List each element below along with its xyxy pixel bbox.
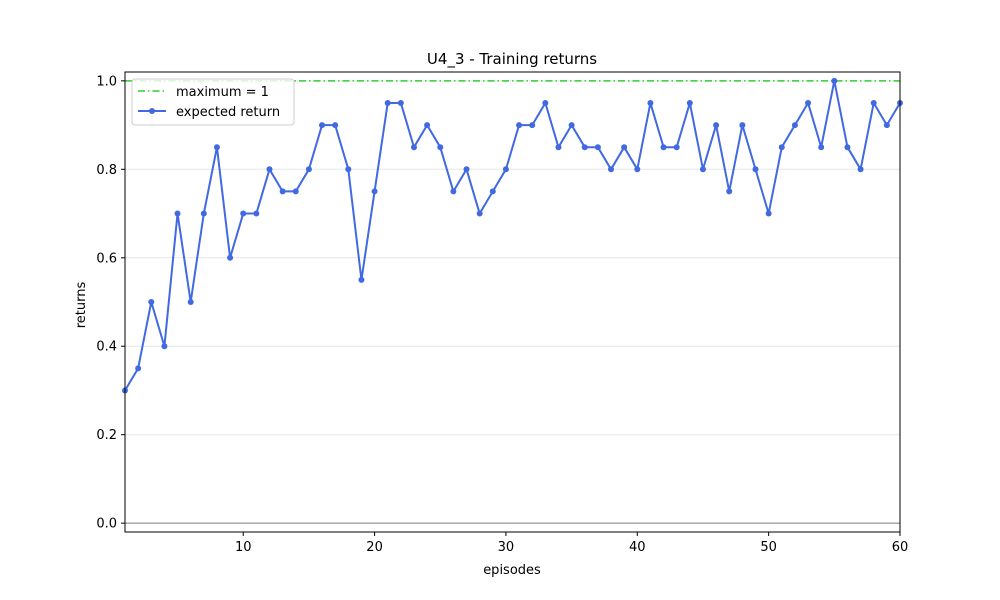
expected-return-point [148, 299, 155, 305]
expected-return-point [174, 210, 181, 217]
y-tick-label: 1.0 [96, 74, 117, 89]
y-tick-label: 0.4 [96, 340, 117, 355]
expected-return-point [831, 77, 838, 84]
expected-return-point [424, 122, 431, 129]
expected-return-point [713, 122, 720, 129]
expected-return-point [516, 122, 523, 129]
expected-return-point [555, 144, 562, 151]
expected-return-point [200, 210, 207, 217]
expected-return-point [634, 166, 641, 173]
legend-expected-return-label: expected return [176, 105, 280, 120]
expected-return-point [752, 166, 759, 173]
y-tick-label: 0.0 [96, 517, 117, 532]
expected-return-point [594, 144, 601, 151]
legend-maximum-label: maximum = 1 [176, 85, 269, 100]
expected-return-point [476, 210, 483, 217]
plot-area-frame [124, 71, 901, 533]
expected-return-point [621, 144, 628, 151]
expected-return-point [463, 166, 470, 173]
x-axis-ticks: 10 20 30 40 50 60 [235, 532, 908, 555]
x-tick-label: 40 [629, 540, 646, 555]
expected-return-point [778, 144, 785, 151]
expected-return-point [726, 188, 733, 195]
expected-return-point [213, 144, 220, 151]
x-axis-label: episodes [483, 563, 541, 578]
legend: maximum = 1 expected return [131, 78, 295, 126]
expected-return-point [410, 144, 417, 151]
expected-return-point [292, 188, 299, 195]
expected-return-point [437, 144, 444, 151]
expected-return-point [358, 276, 365, 283]
expected-return-point [660, 144, 667, 151]
expected-return-point [371, 188, 378, 195]
expected-return-point [844, 144, 851, 151]
expected-return-point [397, 99, 404, 106]
expected-return-point [279, 188, 286, 195]
legend-expected-return-marker [149, 108, 155, 114]
chart-title: U4_3 - Training returns [427, 50, 597, 69]
expected-return-point [542, 99, 549, 106]
expected-return-point [319, 122, 326, 129]
expected-return-point [227, 254, 234, 261]
expected-return-point [581, 144, 588, 151]
x-tick-label: 60 [892, 540, 909, 555]
y-axis-ticks: 0.0 0.2 0.4 0.6 0.8 1.0 [96, 74, 125, 532]
expected-return-point [332, 122, 339, 129]
x-tick-label: 30 [498, 540, 515, 555]
expected-return-point [883, 122, 890, 129]
y-tick-label: 0.2 [96, 428, 117, 443]
series-layer [122, 77, 903, 394]
expected-return-point [608, 166, 615, 173]
expected-return-point [739, 122, 746, 129]
expected-return-point [161, 343, 168, 350]
expected-return-point [686, 99, 693, 106]
expected-return-point [345, 166, 352, 173]
expected-return-point [489, 188, 496, 195]
expected-return-point [647, 99, 654, 106]
expected-return-point [870, 99, 877, 106]
expected-return-point [568, 122, 575, 129]
legend-box [131, 78, 295, 126]
expected-return-point [240, 210, 247, 217]
expected-return-point [135, 365, 142, 372]
expected-return-point [791, 122, 798, 129]
expected-return-point [187, 299, 194, 305]
x-tick-label: 10 [235, 540, 252, 555]
expected-return-point [818, 144, 825, 151]
expected-return-point [529, 122, 536, 129]
y-tick-label: 0.6 [96, 251, 117, 266]
expected-return-point [699, 166, 706, 173]
x-tick-label: 20 [366, 540, 383, 555]
expected-return-point [765, 210, 772, 217]
reference-lines [125, 80, 900, 524]
expected-return-point [384, 99, 391, 106]
y-tick-label: 0.8 [96, 163, 117, 178]
expected-return-point [857, 166, 864, 173]
x-tick-label: 50 [760, 540, 777, 555]
expected-return-point [450, 188, 457, 195]
y-axis-label: returns [74, 282, 89, 329]
expected-return-point [253, 210, 260, 217]
expected-return-point [673, 144, 680, 151]
expected-return-point [805, 99, 812, 106]
expected-return-point [502, 166, 509, 173]
expected-return-point [266, 166, 273, 173]
expected-return-point [305, 166, 312, 173]
